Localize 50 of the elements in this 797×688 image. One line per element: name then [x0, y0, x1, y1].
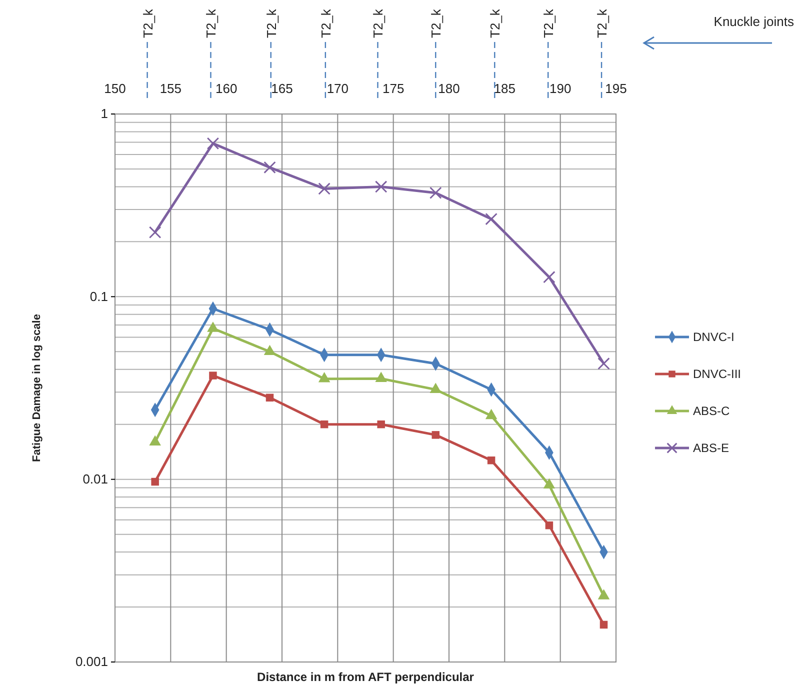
point: [429, 186, 442, 200]
x-tick-label: 175: [382, 81, 404, 96]
point: [318, 182, 330, 195]
point: [264, 161, 276, 174]
y-tick-label: 0.001: [75, 654, 108, 670]
point: [209, 372, 217, 380]
y-axis-title: Fatigue Damage in log scale: [31, 314, 43, 462]
legend-label: DNVC-III: [693, 367, 741, 381]
point: [151, 478, 159, 486]
point: [598, 589, 610, 600]
x-tick-label: 195: [605, 81, 627, 96]
legend-label: DNVC-I: [693, 330, 734, 344]
ref-line-label: T2_k: [428, 8, 444, 38]
point: [374, 180, 388, 193]
point: [432, 431, 440, 439]
point: [600, 620, 608, 629]
y-tick-label: 0.01: [82, 471, 108, 486]
x-tick-label: 185: [494, 81, 516, 96]
x-tick-label: 170: [326, 81, 349, 96]
ref-line-label: T2_k: [488, 8, 503, 38]
point: [377, 420, 385, 428]
x-tick-label: 165: [271, 81, 293, 96]
x-tick-label: 160: [215, 81, 238, 96]
x-tick-label: 150: [104, 81, 126, 96]
ref-line-label: T2_k: [370, 8, 386, 38]
ref-line-label: T2_k: [204, 8, 219, 38]
point: [320, 420, 328, 428]
point: [206, 137, 220, 150]
ref-line-label: T2_k: [594, 8, 610, 38]
legend-label: ABS-C: [693, 404, 730, 418]
x-tick-label: 155: [160, 81, 182, 96]
ref-line-label: T2_k: [264, 8, 279, 38]
point: [598, 357, 610, 370]
ref-line-label: T2_k: [541, 8, 556, 38]
text: Knuckle joints: [714, 14, 794, 29]
point: [266, 394, 274, 402]
point: [487, 456, 496, 464]
y-tick-label: 1: [100, 106, 108, 122]
point: [148, 226, 162, 238]
ref-line-label: T2_k: [140, 8, 156, 38]
point: [318, 372, 330, 382]
point: [543, 270, 556, 284]
x-axis-title: Distance in m from AFT perpendicular: [257, 670, 474, 684]
y-tick-label: 0.1: [90, 288, 108, 304]
point: [485, 212, 498, 226]
point: [545, 521, 554, 530]
legend-label: ABS-E: [693, 441, 730, 455]
x-tick-label: 180: [438, 81, 460, 96]
x-tick-label: 190: [549, 81, 572, 96]
ref-line-label: T2_k: [318, 8, 334, 38]
